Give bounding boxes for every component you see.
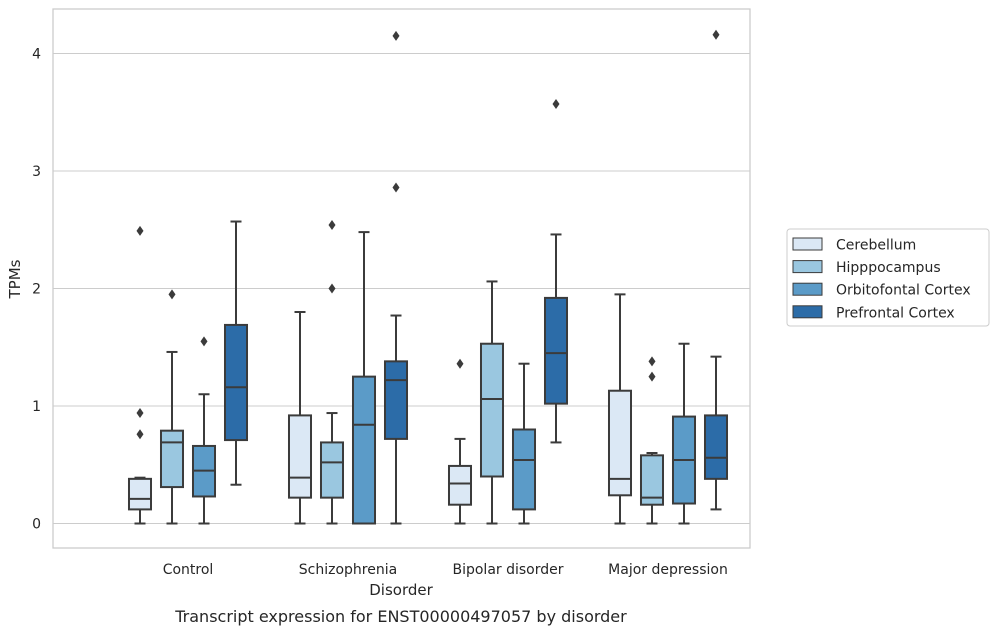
box-3-3	[703, 29, 729, 511]
box-0-2	[191, 336, 217, 525]
boxes-layer	[127, 29, 729, 525]
legend: Cerebellum Hipppocampus Orbitofontal Corte…	[786, 228, 990, 327]
y-tick-label-3: 3	[32, 164, 41, 180]
box-1-1	[319, 220, 345, 525]
legend-swatch-2	[792, 282, 823, 296]
box-2-2	[511, 362, 537, 525]
legend-swatch-0	[792, 237, 823, 251]
legend-frame	[786, 228, 990, 327]
box-body	[703, 414, 729, 480]
x-tick-label-3: Major depression	[608, 562, 728, 578]
x-tick-label-0: Control	[163, 562, 214, 578]
box-body	[607, 389, 633, 497]
y-tick-label-4: 4	[32, 47, 41, 63]
legend-label-2: Orbitofontal Cortex	[836, 283, 971, 299]
outlier-point-0	[712, 29, 720, 40]
box-1-3	[383, 30, 409, 525]
box-0-1	[159, 289, 185, 525]
y-axis-title: TPMs	[6, 259, 24, 299]
box-body	[383, 360, 409, 440]
box-body	[287, 414, 313, 499]
x-tick-label-1: Schizophrenia	[299, 562, 397, 578]
legend-swatch-3	[792, 305, 823, 319]
box-2-1	[479, 280, 505, 525]
legend-swatch-1	[792, 260, 823, 274]
outlier-point-2	[136, 225, 144, 236]
x-tick-labels: Control Schizophrenia Bipolar disorder Majo…	[163, 562, 728, 578]
x-tick-label-2: Bipolar disorder	[452, 562, 563, 578]
box-body	[447, 464, 473, 506]
box-body	[511, 428, 537, 511]
x-axis-title: Disorder	[369, 581, 433, 599]
box-body	[159, 429, 185, 489]
y-tick-label-2: 2	[32, 282, 41, 298]
outlier-point-0	[168, 289, 176, 300]
y-tick-label-0: 0	[32, 517, 41, 533]
legend-label-0: Cerebellum	[836, 238, 916, 254]
plot-frame	[52, 8, 751, 549]
outlier-point-0	[328, 283, 336, 294]
outlier-point-0	[200, 336, 208, 347]
box-body	[223, 323, 249, 442]
box-2-0	[447, 358, 473, 525]
box-0-3	[223, 220, 249, 486]
box-body	[351, 375, 377, 525]
box-3-0	[607, 293, 633, 525]
box-3-1	[639, 356, 665, 525]
y-tick-label-1: 1	[32, 399, 41, 415]
outlier-point-0	[136, 429, 144, 440]
grid-layer	[53, 52, 750, 525]
box-body	[639, 454, 665, 506]
box-body	[319, 441, 345, 499]
outlier-point-0	[456, 358, 464, 369]
outlier-point-0	[648, 371, 656, 382]
box-3-2	[671, 342, 697, 525]
box-body	[127, 477, 153, 511]
box-body	[479, 342, 505, 478]
box-2-3	[543, 99, 569, 444]
legend-label-1: Hipppocampus	[836, 260, 941, 276]
box-1-2	[351, 231, 377, 525]
chart-caption: Transcript expression for ENST0000049705…	[174, 607, 627, 626]
outlier-point-1	[648, 356, 656, 367]
outlier-point-1	[136, 408, 144, 419]
outlier-point-1	[328, 220, 336, 231]
outlier-point-0	[392, 182, 400, 193]
box-body	[543, 296, 569, 405]
box-1-0	[287, 311, 313, 525]
box-0-0	[127, 225, 153, 525]
y-tick-labels: 0 1 2 3 4	[32, 47, 41, 533]
legend-label-3: Prefrontal Cortex	[836, 305, 955, 321]
outlier-point-0	[552, 99, 560, 110]
outlier-point-1	[392, 30, 400, 41]
